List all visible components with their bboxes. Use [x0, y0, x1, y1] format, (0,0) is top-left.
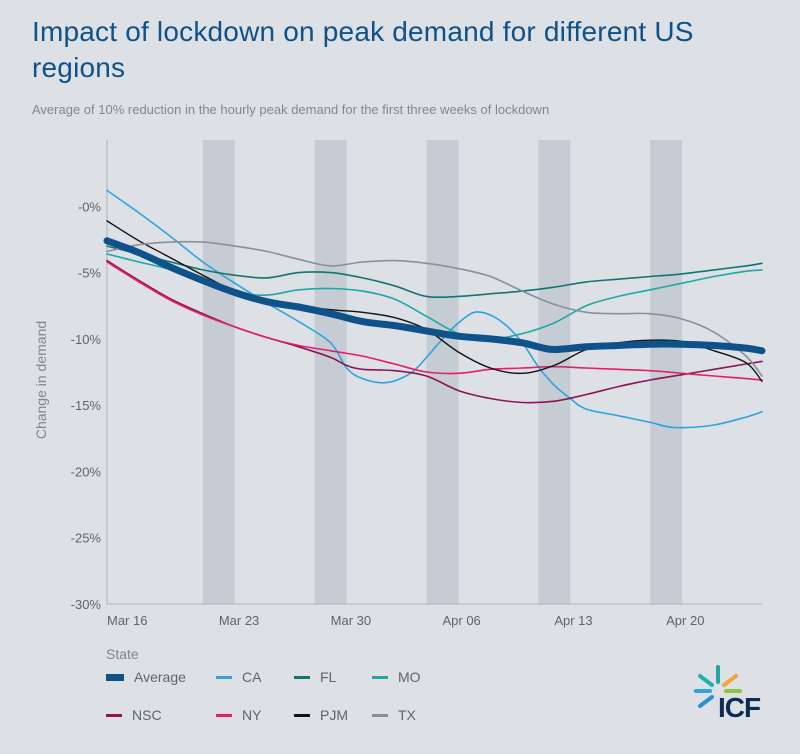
legend-swatch — [106, 713, 122, 717]
lockdown-week-bands — [202, 140, 683, 604]
x-tick-label: Mar 23 — [219, 613, 259, 628]
legend-swatch — [294, 713, 310, 717]
y-tick-label: -20% — [71, 464, 102, 479]
legend-item-ny: NY — [216, 707, 261, 723]
y-tick-label: -25% — [71, 531, 102, 546]
series-line-average — [103, 237, 766, 355]
lockdown-band-1 — [314, 140, 347, 604]
chart-series — [103, 189, 766, 429]
y-tick-label: -10% — [71, 332, 102, 347]
chart-subtitle: Average of 10% reduction in the hourly p… — [32, 102, 550, 117]
logo-wordmark: ICF — [718, 692, 761, 723]
chart-title: Impact of lockdown on peak demand for di… — [32, 16, 694, 83]
legend-label: TX — [398, 707, 416, 723]
legend-swatch — [372, 675, 388, 679]
x-tick-label: Mar 16 — [107, 613, 147, 628]
legend-label: FL — [320, 669, 337, 685]
legend-label: NY — [242, 707, 262, 723]
legend-title: State — [106, 646, 139, 662]
x-tick-label: Apr 13 — [554, 613, 592, 628]
y-axis-label: Change in demand — [33, 321, 49, 439]
y-tick-label: -0% — [78, 199, 102, 214]
legend-item-nsc: NSC — [106, 707, 162, 723]
legend-swatch — [106, 673, 124, 681]
legend-label: CA — [242, 669, 262, 685]
series-line-tx — [106, 240, 763, 377]
x-tick-label: Apr 20 — [666, 613, 704, 628]
y-tick-label: -5% — [78, 266, 102, 281]
legend-swatch — [294, 675, 310, 679]
legend-swatch — [216, 675, 232, 679]
legend-label: Average — [134, 669, 186, 685]
legend-label: MO — [398, 669, 421, 685]
legend-swatch — [372, 713, 388, 717]
legend-item-mo: MO — [372, 669, 421, 685]
lockdown-band-3 — [538, 140, 571, 604]
x-tick-label: Mar 30 — [331, 613, 371, 628]
legend-item-fl: FL — [294, 669, 336, 685]
legend-label: NSC — [132, 707, 162, 723]
legend-item-pjm: PJM — [294, 707, 348, 723]
y-tick-label: -15% — [71, 398, 102, 413]
series-line-ny — [106, 261, 763, 381]
legend-swatch — [216, 713, 232, 717]
legend-item-tx: TX — [372, 707, 416, 723]
x-tick-label: Apr 06 — [442, 613, 480, 628]
chart-axes: -0% -5% -10% -15% -20% -25% -30% Mar 16 Mar 23 Ma… — [71, 140, 762, 628]
y-tick-label: -30% — [71, 597, 102, 612]
series-line-fl — [106, 245, 763, 299]
legend-item-average: Average — [106, 669, 186, 685]
legend-label: PJM — [320, 707, 348, 723]
legend-item-ca: CA — [216, 669, 261, 685]
icf-logo-icon — [694, 665, 742, 708]
lockdown-band-0 — [202, 140, 235, 604]
